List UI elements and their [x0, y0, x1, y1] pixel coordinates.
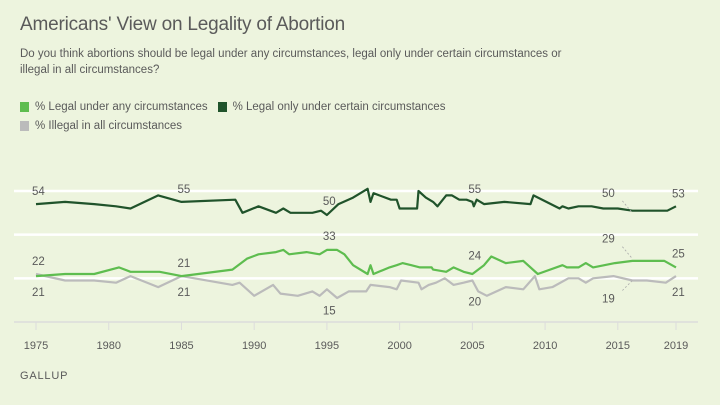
- data-label-legal_certain-1975: 54: [32, 186, 45, 198]
- data-labels: 22 21 33 24 29 25 54 55 50 55 50 53 21 21 15 20 19 21: [32, 184, 685, 317]
- data-label-legal_any-1985: 21: [177, 258, 190, 270]
- x-tick-label-1995: 1995: [315, 340, 339, 352]
- legend-item-illegal: % Illegal in all circumstances: [20, 120, 182, 132]
- data-label-legal_certain-2016: 50: [602, 188, 615, 200]
- data-label-legal_certain-1985: 55: [177, 184, 190, 196]
- source-label: GALLUP: [20, 370, 69, 382]
- data-label-legal_any-1995: 33: [323, 231, 336, 243]
- x-tick-label-1975: 1975: [24, 340, 48, 352]
- leader-line-legal_certain: [622, 200, 633, 214]
- leader-line-legal_any: [622, 246, 633, 259]
- x-tick-label-1990: 1990: [242, 340, 266, 352]
- legend-swatch-illegal: [20, 120, 29, 131]
- legend-label-illegal: % Illegal in all circumstances: [35, 119, 183, 132]
- x-tick-label-2005: 2005: [460, 340, 484, 352]
- gridlines: [14, 189, 698, 280]
- data-label-legal_certain-2019: 53: [672, 188, 685, 200]
- x-tick-label-2000: 2000: [387, 340, 411, 352]
- legend-label-legal-certain: % Legal only under certain circumstances: [232, 100, 446, 113]
- legend-swatch-legal-certain: [217, 101, 227, 112]
- chart-subtitle: Do you think abortions should be legal u…: [20, 48, 562, 76]
- legend-item-legal-certain: % Legal only under certain circumstances: [217, 100, 446, 113]
- x-tick-label-1985: 1985: [169, 340, 193, 352]
- legend-label-legal-any: % Legal under any circumstances: [35, 100, 208, 113]
- data-label-illegal-1975: 21: [32, 287, 45, 299]
- legend-item-legal-any: % Legal under any circumstances: [20, 101, 208, 113]
- legend: % Legal under any circumstances % Legal …: [20, 97, 455, 135]
- data-label-legal_any-2016: 29: [602, 234, 615, 246]
- x-tick-label-2019: 2019: [664, 340, 688, 352]
- series-line-legal_certain: [35, 187, 677, 217]
- x-tick-label-1980: 1980: [96, 340, 120, 352]
- x-tick-label-2010: 2010: [533, 340, 557, 352]
- series-line-illegal: [35, 272, 677, 300]
- chart-title: Americans' View on Legality of Abortion: [20, 14, 345, 35]
- data-label-illegal-2019: 21: [672, 287, 685, 299]
- data-label-legal_certain-2005: 55: [468, 184, 481, 196]
- data-label-legal_certain-1995: 50: [323, 196, 336, 208]
- data-label-legal_any-2005: 24: [468, 251, 481, 263]
- x-axis: 1975 1980 1985 1990 1995 2000 2005 2010 2015 2019: [14, 321, 698, 352]
- data-label-illegal-2016: 19: [602, 294, 615, 306]
- data-label-illegal-1985: 21: [177, 287, 190, 299]
- legend-swatch-legal-any: [20, 101, 29, 112]
- data-label-illegal-2005: 20: [468, 296, 481, 308]
- leader-line-illegal: [622, 280, 633, 291]
- x-tick-label-2015: 2015: [606, 340, 630, 352]
- series-lines: [35, 187, 677, 300]
- data-label-legal_any-2019: 25: [672, 248, 685, 260]
- data-label-illegal-1995: 15: [323, 305, 336, 317]
- data-label-legal_any-1975: 22: [32, 256, 45, 268]
- series-line-legal_any: [35, 248, 677, 278]
